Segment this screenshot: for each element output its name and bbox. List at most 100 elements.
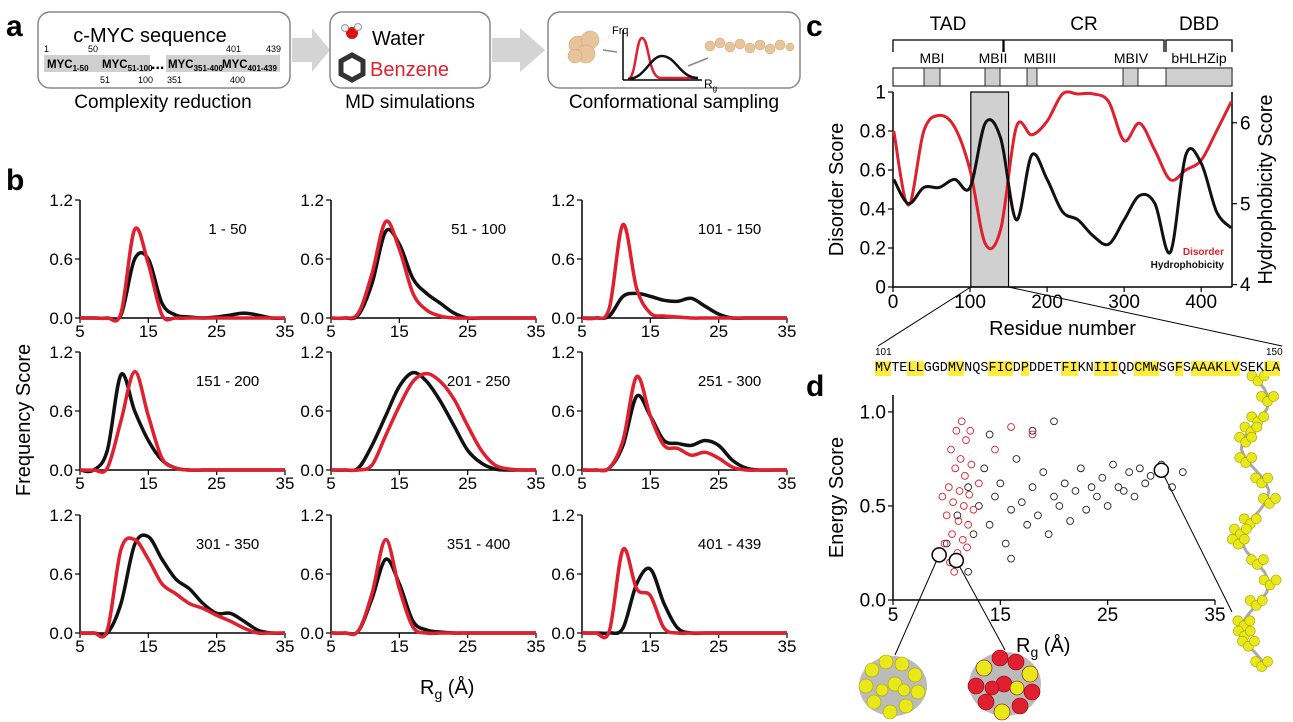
highlight-region [970,91,1010,288]
residues: DDET [1028,361,1062,376]
x-tick-label: 35 [778,637,797,656]
graphic [907,667,923,683]
callout-line [1160,470,1233,613]
y-tick-label: 0.0 [49,624,73,643]
x-label-main: R [420,677,434,699]
chain-atom [1245,625,1256,637]
scatter-point [961,472,969,480]
graphic [724,41,736,53]
motif-label: MBI [920,50,945,66]
y-tick-label: 1.2 [551,506,575,525]
x-tick-label: 5 [326,474,335,493]
x-tick-label: 25 [207,322,226,341]
schematic-box [547,11,801,89]
x-tick-label: 5 [888,605,899,626]
scatter-point [1071,487,1080,495]
mini-curve [627,36,696,81]
chain-atom [1256,595,1268,606]
scatter-point [957,417,966,426]
scatter-point [1168,483,1176,492]
scatter-point [969,530,978,539]
x-label-main: R [1016,635,1030,657]
graphic [858,678,874,694]
highlighted-point [948,552,965,569]
segment-main: MYC [168,59,194,71]
y-tick-label: 0.0 [49,309,73,328]
graphic [774,39,786,51]
scatter-point [1050,492,1058,501]
scatter-point [1076,464,1085,473]
scatter-point [1066,517,1074,525]
compact-protein [567,30,600,64]
zoom-line [877,286,972,347]
scatter-point [953,511,962,520]
scatter-point [975,502,983,510]
scatter-point [1087,483,1096,492]
x-axis-label: Rg (Å) [420,676,474,702]
x-tick-label: 35 [1204,605,1225,626]
chart-title: 51 - 100 [451,221,506,238]
highlighted-residues: MV [947,361,965,376]
scatter-point [964,567,972,576]
motif-box [923,67,941,87]
x-tick-label: 35 [778,474,797,493]
y-tick-label: 1.2 [551,191,575,210]
y-tick-label: 0.4 [860,200,887,221]
graphic [910,684,926,700]
graphic [785,42,795,52]
residue-mark: 51 [100,75,110,85]
x-tick-label: 100 [954,292,986,313]
y-tick-label: 0.0 [551,624,575,643]
scatter-point [975,479,983,488]
data-line [330,370,536,473]
segment-main: MYC [47,59,73,71]
scatter-point [996,479,1005,488]
x-tick-label: 35 [276,474,295,493]
mini-x-main: R [704,77,713,91]
x-tick-label: 5 [577,322,586,341]
x-tick-label: 15 [139,322,158,341]
x-tick-label: 25 [458,637,477,656]
scatter-point [1119,487,1128,495]
solvent-label: Water [372,28,425,50]
highlighted-point [931,547,947,563]
y-tick-label: 0.0 [49,461,73,480]
mini-curve [627,54,699,81]
x-tick-label: 15 [139,637,158,656]
mini-x-label: Rg [704,77,717,93]
scatter-point [1109,460,1117,469]
chain-atom [1270,493,1281,504]
y-tick-label: 0.0 [300,624,324,643]
scatter-point [958,535,967,544]
legend-entry: Disorder [1183,247,1224,258]
x-tick-label: 0 [888,292,899,313]
domain-bracket [1003,39,1165,52]
x-axis-label: Residue number [989,318,1136,340]
scatter-point [1039,468,1048,476]
y2-tick-label: 4 [1240,275,1251,296]
graphic [744,42,756,54]
zoom-line [1008,286,1283,347]
data-line [581,547,787,640]
graphic [1021,665,1039,683]
mini-y-label: Frq [612,25,629,37]
x-tick-label: 5 [75,474,84,493]
motif-label: MBIII [1024,50,1057,66]
graphic [984,680,1000,696]
scatter-point [1136,464,1144,473]
y-tick-label: 1.2 [300,191,324,210]
residue-mark: 439 [266,44,281,54]
callout-line [955,560,1006,651]
scatter-point [949,498,957,507]
residues: KN [1077,361,1094,376]
y-tick-label: 1.2 [300,506,324,525]
scatter-point [966,426,975,435]
y-tick-label: 0.0 [300,309,324,328]
scatter-point [1034,511,1042,520]
highlighted-residues: P [1020,361,1029,376]
scatter-point [1114,483,1123,492]
residue-mark: 100 [138,75,153,85]
graphic [898,698,914,714]
chain-atom [1258,411,1270,423]
